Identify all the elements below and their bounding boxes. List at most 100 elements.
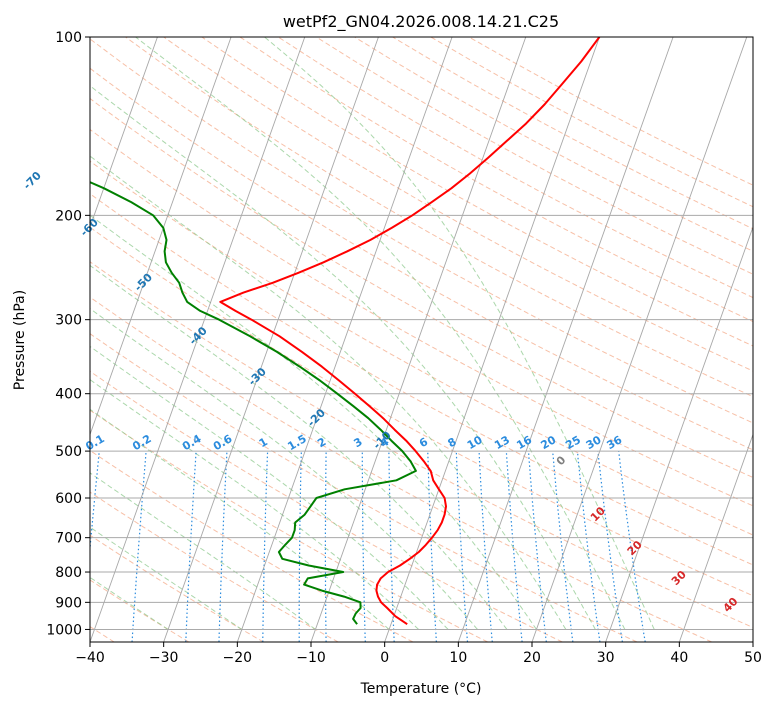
dry-adiabat-line	[316, 37, 753, 275]
dry-adiabat-line	[277, 37, 753, 299]
moist-adiabat-line	[90, 526, 243, 630]
dry-adiabat-line	[90, 449, 414, 642]
isotherm-label: -70	[21, 169, 44, 192]
dry-adiabat-line	[125, 37, 753, 398]
x-tick-label: 20	[523, 650, 541, 666]
mixing-ratio-label: 0.6	[211, 432, 235, 453]
mixing-ratio-line	[361, 451, 366, 642]
isotherm-line	[752, 640, 753, 642]
isotherm-line	[236, 37, 453, 642]
wet-bulb-label: 10	[588, 504, 608, 524]
dry-adiabat-line	[90, 534, 264, 642]
y-tick-label: 600	[55, 491, 82, 507]
mixing-ratio-line	[324, 451, 327, 642]
moist-adiabat-line	[90, 214, 537, 630]
mixing-ratio-line	[597, 451, 623, 642]
dry-adiabat-line	[90, 193, 753, 566]
dry-adiabat-line	[392, 37, 753, 230]
x-axis-ticks: −40 −30 −20 −10 0 10 20 30 40 50	[75, 642, 762, 666]
dry-adiabat-line	[90, 261, 753, 629]
mixing-ratio-line	[455, 451, 469, 642]
x-axis-label: Temperature (°C)	[360, 681, 482, 697]
y-tick-label: 100	[55, 30, 82, 46]
dry-adiabat-line	[90, 38, 753, 424]
moist-adiabat-line	[90, 379, 419, 630]
moist-adiabat-line	[90, 308, 478, 630]
dry-adiabat-line	[430, 37, 753, 208]
moist-adiabat-line	[90, 85, 596, 630]
dry-adiabat-line	[90, 579, 190, 642]
mixing-ratio-line	[90, 451, 100, 555]
isotherm-label: -20	[305, 406, 328, 429]
y-tick-label: 800	[55, 565, 82, 581]
x-tick-label: 50	[744, 650, 762, 666]
x-tick-label: 10	[449, 650, 467, 666]
mixing-ratio-label: 20	[539, 433, 559, 452]
mixing-ratio-line	[262, 451, 269, 642]
isotherm-line	[163, 37, 379, 642]
isotherm-line	[678, 433, 753, 642]
moist-adiabat-line	[135, 37, 626, 630]
mixing-ratio-label: 3	[351, 435, 364, 450]
mixing-ratio-line	[298, 451, 302, 642]
isobars	[90, 37, 753, 630]
isotherm-line	[0, 37, 10, 642]
wet-bulb-label: 30	[669, 568, 689, 588]
x-tick-label: 0	[380, 650, 389, 666]
y-tick-label: 300	[55, 313, 82, 329]
dry-adiabat-line	[90, 370, 563, 642]
dry-adiabat-line	[239, 37, 753, 323]
x-tick-label: 30	[597, 650, 615, 666]
y-axis-ticks: 100 200 300 400 500 600 700 800 900 1000	[46, 30, 90, 638]
mixing-ratio-label: 25	[563, 433, 583, 452]
wet-bulb-label: 0	[554, 453, 569, 468]
y-axis-label: Pressure (hPa)	[12, 290, 28, 390]
mixing-ratio-label: 2	[315, 435, 328, 450]
isotherm-line	[384, 37, 600, 642]
isotherm-line	[90, 37, 306, 642]
isotherms	[0, 37, 753, 642]
dewpoint-line	[90, 181, 417, 625]
y-tick-label: 200	[55, 208, 82, 224]
x-tick-label: −20	[223, 650, 253, 666]
mixing-ratio-line	[552, 451, 574, 642]
sounding-lines	[90, 37, 601, 626]
y-tick-label: 900	[55, 595, 82, 611]
dry-adiabat-line	[201, 37, 753, 347]
moist-adiabat-line	[264, 37, 655, 630]
mixing-ratio-line	[505, 451, 523, 642]
mixing-ratio-line	[618, 451, 646, 642]
mixing-ratio-line	[576, 451, 601, 642]
mixing-ratio-label: 10	[465, 433, 485, 452]
isotherm-label: -30	[246, 365, 269, 388]
temperature-line	[219, 37, 601, 626]
isotherm-line	[531, 37, 748, 642]
dry-adiabat-line	[90, 333, 638, 642]
dry-adiabat-line	[90, 67, 753, 451]
y-tick-label: 1000	[46, 622, 82, 638]
y-tick-label: 700	[55, 531, 82, 547]
mixing-ratio-label: 1	[257, 435, 270, 450]
mixing-ratio-label: 0.1	[83, 432, 106, 453]
mixing-ratio-line	[527, 451, 547, 642]
mixing-ratio-label: 36	[605, 433, 625, 452]
isotherm-label: -40	[187, 324, 210, 347]
dry-adiabat-line	[163, 37, 753, 372]
moist-adiabats	[90, 37, 655, 630]
moist-adiabat-line	[90, 472, 316, 630]
mixing-ratio-label: 13	[492, 433, 512, 452]
x-tick-label: 40	[670, 650, 688, 666]
chart-title: wetPf2_GN04.2026.008.14.21.C25	[283, 12, 559, 32]
x-tick-label: −40	[75, 650, 105, 666]
wet-bulb-label: 40	[721, 595, 741, 615]
mixing-ratio-line	[478, 451, 493, 642]
y-tick-label: 400	[55, 387, 82, 403]
mixing-ratio-line	[218, 451, 228, 642]
isotherm-line	[457, 37, 674, 642]
mixing-ratio-label: 0.4	[180, 432, 204, 453]
isotherm-line	[310, 37, 527, 642]
isotherm-label: -50	[132, 271, 155, 294]
isotherm-line	[90, 37, 232, 436]
